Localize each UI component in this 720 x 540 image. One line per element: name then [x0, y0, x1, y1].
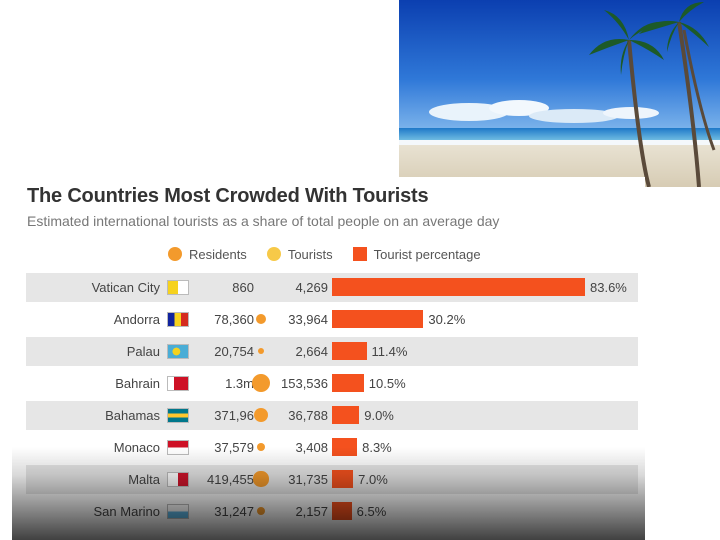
country-label: Malta: [128, 472, 160, 487]
residents-bubble: [257, 347, 265, 355]
residents-value: 78,360: [214, 312, 254, 327]
chart-legend: Residents Tourists Tourist percentage: [168, 245, 501, 263]
residents-value: 1.3m: [225, 376, 254, 391]
residents-value: 20,754: [214, 344, 254, 359]
tourist-percentage-bar: [332, 374, 364, 392]
residents-bubble: [253, 407, 269, 423]
legend-label-tourists: Tourists: [287, 246, 333, 262]
tourist-percentage-bar: [332, 470, 354, 488]
country-flag-icon: [167, 440, 189, 455]
residents-bubble: [256, 442, 266, 452]
country-label: Vatican City: [91, 280, 160, 295]
tourist-percentage-bar: [332, 310, 424, 328]
residents-value: 371,96: [214, 408, 254, 423]
country-flag-icon: [167, 344, 189, 359]
residents-bubble: [255, 313, 267, 325]
residents-bubble: [251, 373, 271, 393]
tourists-value: 36,788: [288, 408, 328, 423]
country-flag-icon: [167, 408, 189, 423]
country-label: Andorra: [113, 312, 160, 327]
tourist-percentage-label: 7.0%: [358, 472, 388, 487]
legend-label-tourist-percentage: Tourist percentage: [373, 246, 481, 262]
country-flag-icon: [167, 472, 189, 487]
tourists-value: 3,408: [295, 440, 328, 455]
tourists-value: 2,664: [295, 344, 328, 359]
chart-title: The Countries Most Crowded With Tourists: [27, 185, 429, 207]
country-flag-icon: [167, 504, 189, 519]
residents-bubble: [253, 471, 269, 487]
tourist-percentage-label: 30.2%: [428, 312, 466, 327]
tourists-value: 153,536: [281, 376, 328, 391]
table-row: Palau 20,754 2,664 11.4%: [26, 337, 638, 366]
table-row: Monaco 37,579 3,408 8.3%: [26, 433, 638, 462]
legend-item-residents: Residents: [168, 247, 247, 262]
beach-palm-image: [399, 0, 720, 187]
residents-swatch-icon: [168, 247, 182, 261]
table-row: Malta 419,455 31,735 7.0%: [26, 465, 638, 494]
tourists-value: 31,735: [288, 472, 328, 487]
country-label: San Marino: [93, 504, 160, 519]
tourist-percentage-bar: [332, 342, 367, 360]
residents-value: 31,247: [214, 504, 254, 519]
residents-value: 419,455: [207, 472, 254, 487]
percentage-swatch-icon: [352, 247, 367, 261]
residents-bubble: [256, 506, 265, 515]
legend-item-tourist-percentage: Tourist percentage: [352, 246, 481, 262]
tourist-percentage-label: 83.6%: [590, 280, 627, 295]
table-row: Vatican City 860 4,269 83.6%: [26, 273, 638, 302]
legend-label-residents: Residents: [189, 246, 247, 262]
tourists-value: 33,964: [288, 312, 328, 327]
country-flag-icon: [167, 376, 189, 391]
table-row: San Marino 31,247 2,157 6.5%: [26, 497, 638, 526]
beach-photo: [399, 0, 720, 187]
table-row: Andorra 78,360 33,964 30.2%: [26, 305, 638, 334]
tourist-percentage-label: 6.5%: [356, 504, 387, 519]
tourists-value: 2,157: [295, 504, 328, 519]
legend-item-tourists: Tourists: [266, 246, 333, 262]
country-label: Monaco: [113, 440, 160, 455]
table-row: Bahrain 1.3m 153,536 10.5%: [26, 369, 638, 398]
tourist-percentage-bar: [332, 406, 360, 424]
tourist-percentage-bar: [332, 278, 585, 296]
infographic-panel: The Countries Most Crowded With Tourists…: [12, 177, 645, 540]
tourists-value: 4,269: [295, 280, 328, 295]
residents-value: 37,579: [214, 440, 254, 455]
country-flag-icon: [167, 280, 189, 295]
country-flag-icon: [167, 312, 189, 327]
tourist-percentage-label: 11.4%: [371, 344, 408, 359]
tourist-percentage-label: 10.5%: [368, 376, 406, 391]
country-label: Bahrain: [115, 376, 160, 391]
tourist-percentage-label: 9.0%: [364, 408, 394, 423]
tourists-swatch-icon: [266, 247, 281, 261]
residents-value: 860: [232, 280, 254, 295]
table-row: Bahamas 371,96 36,788 9.0%: [26, 401, 638, 430]
tourist-percentage-bar: [332, 502, 352, 520]
country-label: Palau: [126, 344, 160, 359]
country-label: Bahamas: [105, 408, 160, 423]
tourist-percentage-bar: [332, 438, 358, 456]
chart-subtitle: Estimated international tourists as a sh…: [27, 213, 500, 229]
tourist-percentage-label: 8.3%: [362, 440, 392, 455]
